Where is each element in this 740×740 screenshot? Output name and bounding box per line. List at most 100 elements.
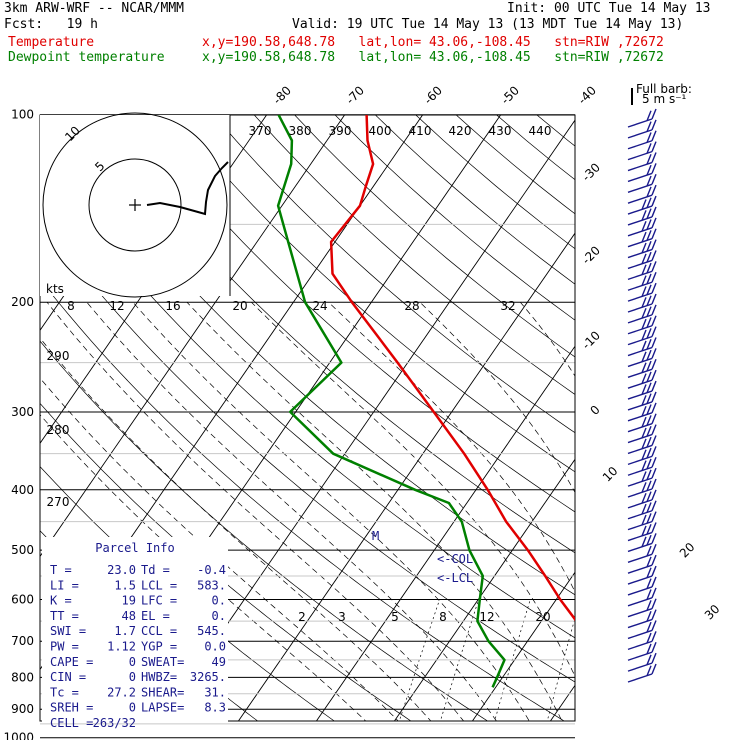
dry-adiabat-line xyxy=(658,115,740,738)
theta-label: 370 xyxy=(249,124,272,138)
wind-barb-flag xyxy=(646,175,652,187)
dry-adiabat-line xyxy=(374,115,575,285)
wind-barb-flag xyxy=(641,438,647,450)
parcel-label: CIN = xyxy=(50,670,86,684)
wind-barb-flag xyxy=(641,384,647,395)
wind-barb-flag xyxy=(651,152,657,163)
wind-barb-flag xyxy=(641,242,647,254)
profiles xyxy=(276,115,575,688)
parcel-label: SHEAR= xyxy=(141,685,184,699)
hodograph-speed-unit: kts xyxy=(46,282,64,296)
wind-barb-flag xyxy=(651,163,657,174)
isotherm-label: -80 xyxy=(270,83,294,107)
wind-barb xyxy=(627,531,653,542)
wind-barb-flag xyxy=(641,351,647,363)
wind-barb-flag xyxy=(651,282,657,294)
theta-label: 430 xyxy=(489,124,512,138)
wind-barb-flag xyxy=(651,293,657,305)
parcel-label: SWEAT= xyxy=(141,655,184,669)
moist-adiabat-line xyxy=(40,337,432,721)
isotherm-line xyxy=(315,345,575,721)
wind-barb-flag xyxy=(646,426,652,437)
wind-barb-flag xyxy=(646,230,652,241)
wind-barb xyxy=(627,216,653,226)
wind-barb-flag xyxy=(646,317,652,328)
wind-barb-flag xyxy=(646,219,652,230)
barb-legend-unit: 5 m s⁻¹ xyxy=(642,92,687,106)
wind-barb-flag xyxy=(646,436,652,448)
dry-adiabat-line xyxy=(253,115,575,395)
parcel-value: 0.0 xyxy=(204,640,226,654)
wind-barb-flag xyxy=(646,458,652,470)
wind-barb xyxy=(627,390,653,400)
wind-barb xyxy=(627,477,653,487)
wind-barb-flag xyxy=(651,195,657,207)
isotherm-label: -30 xyxy=(579,160,603,184)
wind-barb-flag xyxy=(641,373,647,384)
forecast-hour: Fcst: 19 h xyxy=(4,17,98,32)
wind-barb-flag xyxy=(651,663,657,675)
wind-barb-flag xyxy=(646,556,652,568)
wind-barb xyxy=(627,488,653,498)
wind-barb-flag xyxy=(651,271,657,283)
wind-barb-flag xyxy=(641,525,647,537)
wind-barb-flag xyxy=(651,239,657,250)
theta-label: 380 xyxy=(289,124,312,138)
wind-barb-flag xyxy=(651,620,657,631)
parcel-label: Tc = xyxy=(50,685,79,699)
isotherm-line xyxy=(549,684,575,721)
hodograph-ring xyxy=(88,158,182,252)
hodograph-speed-label: 32 xyxy=(500,299,515,313)
parcel-value: 8.3 xyxy=(204,701,226,715)
temperature-legend: Temperature xyxy=(8,35,95,50)
wind-barb-flag xyxy=(651,641,657,653)
wind-barb xyxy=(627,651,653,661)
mixing-ratio-line xyxy=(398,599,440,721)
isotherm-line xyxy=(393,458,575,721)
pressure-label: 300 xyxy=(11,405,34,419)
parcel-value: 31. xyxy=(204,685,226,699)
wind-barb xyxy=(627,662,653,672)
theta-side-label: 270 xyxy=(47,495,70,509)
wind-barb xyxy=(627,281,653,291)
hodograph-speed-label: 12 xyxy=(109,299,124,313)
moist-adiabat-line xyxy=(520,301,575,377)
wind-barb xyxy=(627,618,653,629)
isotherm-label: 10 xyxy=(600,464,621,485)
wind-barb-flag xyxy=(651,369,657,381)
wind-barb-flag xyxy=(641,503,647,515)
moist-adiabat-line xyxy=(615,302,726,738)
isotherm-label: -10 xyxy=(579,328,603,352)
wind-barb-flag xyxy=(651,489,657,501)
parcel-value: 0 xyxy=(129,655,136,669)
isotherm-label: -20 xyxy=(579,243,603,267)
pressure-label: 800 xyxy=(11,670,34,684)
wind-barb xyxy=(627,673,653,683)
parcel-label: LFC = xyxy=(141,594,177,608)
wind-barb-flag xyxy=(646,393,652,404)
wind-barb-flag xyxy=(651,391,657,403)
parcel-value: 545. xyxy=(197,624,226,638)
wind-barb-flag xyxy=(646,545,652,557)
wind-barb-flag xyxy=(646,415,652,426)
mixing-ratio-line xyxy=(654,600,685,738)
wind-barb-flag xyxy=(641,395,647,406)
wind-barb-flag xyxy=(651,446,657,457)
dewpoint-profile xyxy=(276,115,506,688)
wind-barb-flag xyxy=(646,371,652,383)
valid-time: Valid: 19 UTC Tue 14 May 13 (13 MDT Tue … xyxy=(292,17,684,32)
wind-barb-flag xyxy=(646,643,652,655)
parcel-value: 1.5 xyxy=(114,578,136,592)
wind-barb-flag xyxy=(646,632,652,644)
wind-barb xyxy=(627,172,653,183)
wind-barb xyxy=(627,357,653,368)
parcel-value: 49 xyxy=(212,655,226,669)
mixing-ratio-label: 2 xyxy=(298,610,306,624)
dry-adiabat-line xyxy=(577,115,740,738)
parcel-label: CAPE = xyxy=(50,655,93,669)
wind-barb-flag xyxy=(646,502,652,513)
hodograph: 510 xyxy=(40,112,231,298)
wind-barb-flag xyxy=(646,382,652,394)
wind-barb xyxy=(627,248,653,259)
mixing-ratio-line xyxy=(494,599,531,721)
